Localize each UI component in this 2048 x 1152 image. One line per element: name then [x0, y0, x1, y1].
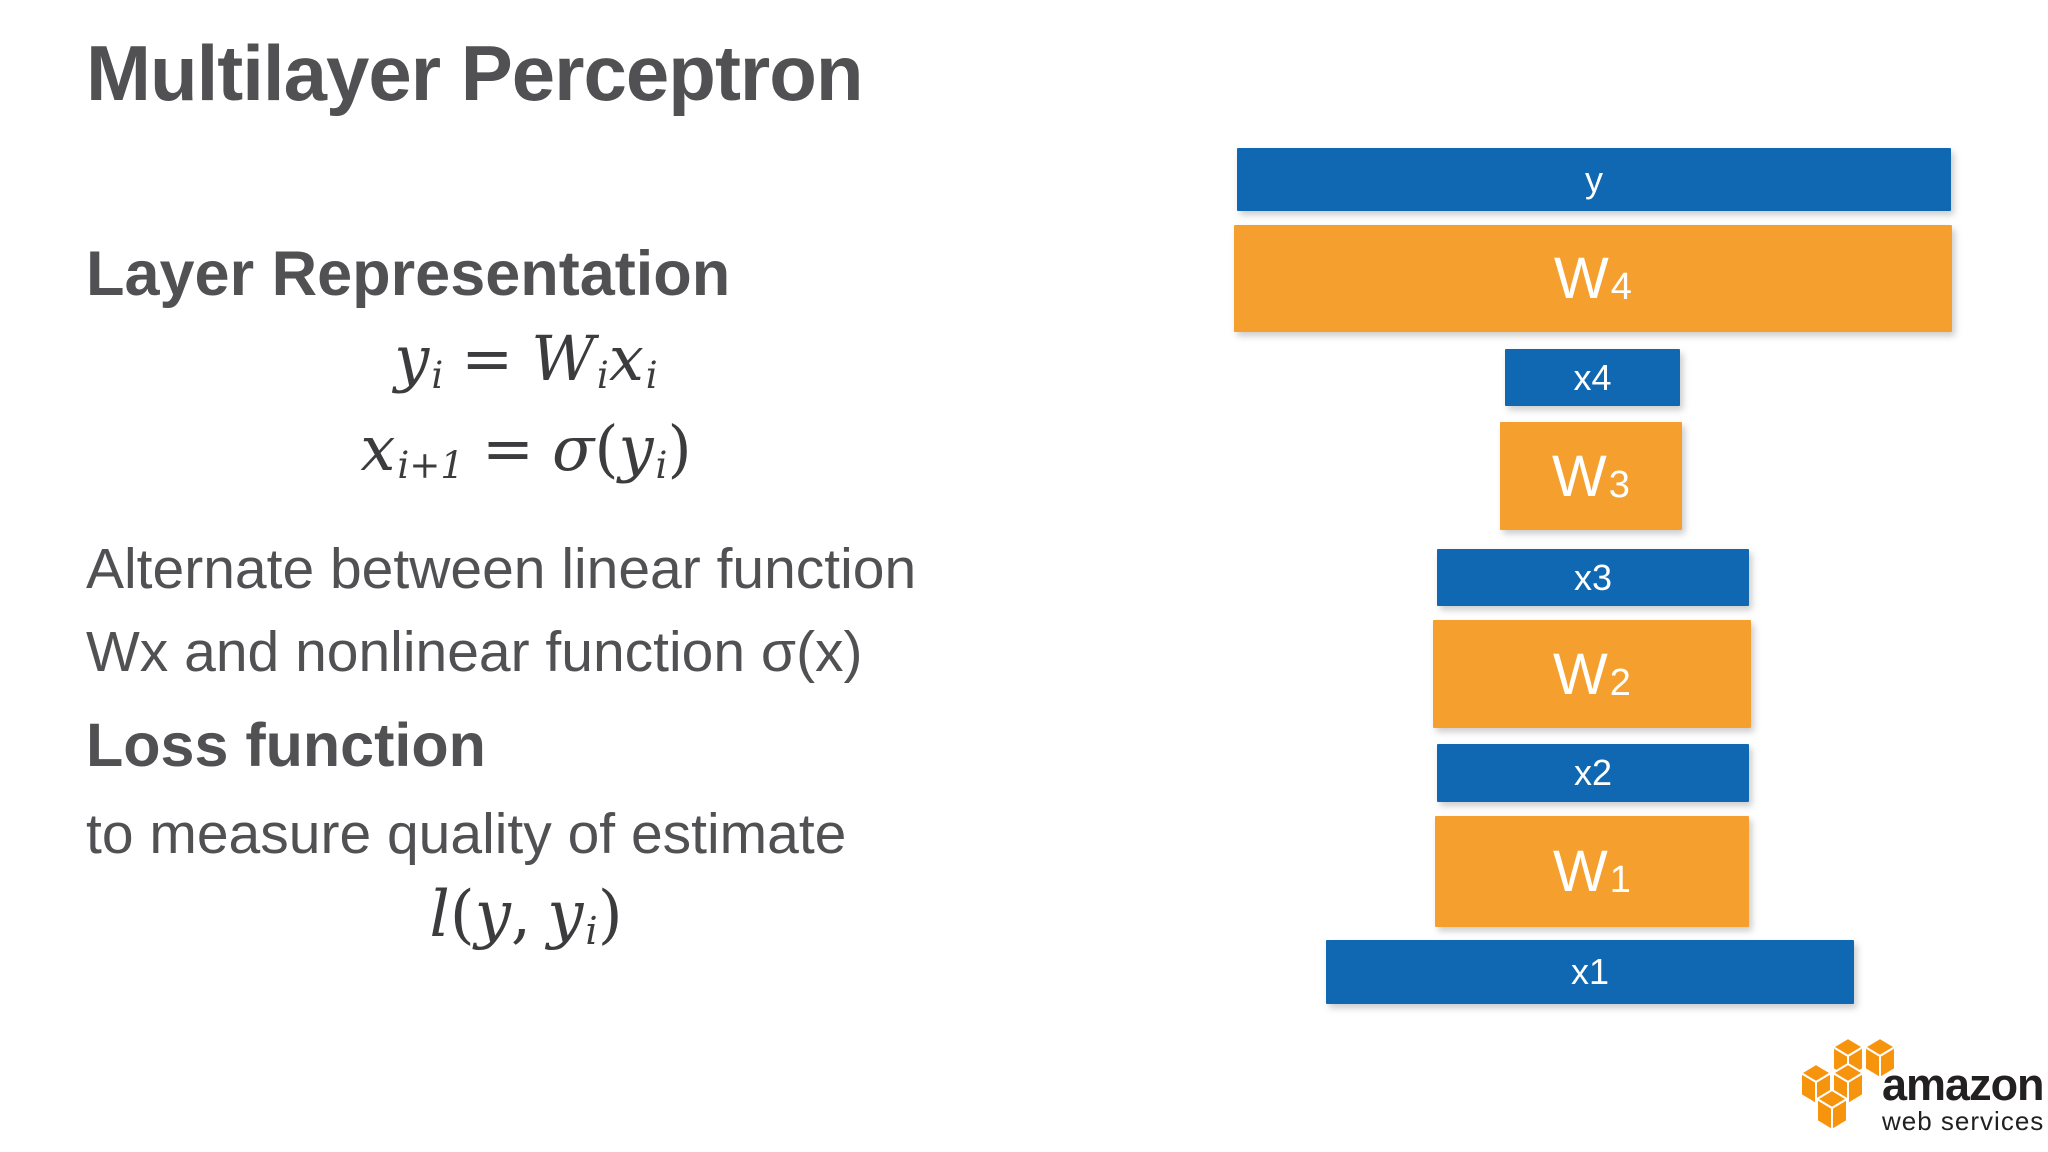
formula-subscript: i+1 — [397, 443, 465, 488]
formula-subscript: i — [431, 353, 444, 398]
formula-subscript: i — [596, 353, 609, 398]
formula-nonlinear: xi+1 = σ(yi) — [86, 412, 966, 487]
formula-var: y — [474, 878, 511, 952]
bar-label: x1 — [1570, 951, 1610, 992]
bar-label: W — [1554, 246, 1609, 311]
bar-x2-activation: x2 — [1437, 744, 1749, 802]
formula-var: y — [394, 322, 430, 395]
formula-var: y — [547, 878, 584, 952]
bar-x1-input: x1 — [1326, 940, 1854, 1004]
bar-label-subscript: 4 — [1610, 266, 1632, 308]
comma-separator: , — [510, 878, 532, 952]
aws-logo: amazon web services — [1796, 1038, 2045, 1136]
bar-label: W — [1553, 641, 1608, 707]
equals-sign: = — [482, 412, 534, 485]
formula-var: x — [608, 322, 644, 395]
bar-x4-activation: x4 — [1505, 349, 1680, 406]
formula-subscript: i — [645, 353, 658, 398]
open-paren: ( — [449, 878, 475, 952]
page-title: Multilayer Perceptron — [86, 29, 864, 117]
aws-brand-name: amazon — [1882, 1059, 2045, 1110]
close-paren: ) — [667, 412, 692, 485]
alternate-note-line1: Alternate between linear function — [86, 537, 917, 601]
loss-function-subheading: to measure quality of estimate — [86, 802, 847, 866]
close-paren: ) — [597, 878, 623, 952]
open-paren: ( — [594, 412, 619, 485]
formula-subscript: i — [585, 909, 598, 955]
bar-label: y — [1585, 158, 1603, 200]
formula-var: x — [360, 412, 396, 485]
bar-y-output: y — [1237, 148, 1951, 211]
bar-label-subscript: 2 — [1609, 661, 1631, 704]
bar-label-subscript: 3 — [1608, 463, 1630, 506]
aws-logo-text: amazon web services — [1882, 1059, 2045, 1136]
bar-label: W — [1553, 839, 1608, 904]
bar-label: W — [1552, 443, 1607, 509]
alternate-note-line2: Wx and nonlinear function σ(x) — [86, 620, 863, 684]
bar-label: x2 — [1573, 752, 1613, 793]
formula-loss: l(y, yi) — [86, 878, 966, 954]
aws-cubes-icon — [1800, 1038, 1896, 1131]
aws-brand-subtext: web services — [1882, 1106, 2045, 1136]
sigma-symbol: σ — [551, 412, 595, 485]
formula-var: y — [618, 412, 654, 485]
formula-subscript: i — [655, 443, 668, 488]
loss-function-heading: Loss function — [86, 711, 486, 779]
formula-var: l — [429, 878, 450, 952]
bar-label: x3 — [1573, 556, 1613, 598]
layer-representation-heading: Layer Representation — [86, 239, 731, 309]
formula-var: W — [531, 322, 595, 395]
bar-label-subscript: 1 — [1609, 859, 1631, 901]
alternate-note: Alternate between linear function Wx and… — [86, 528, 916, 694]
bar-x3-activation: x3 — [1437, 549, 1749, 606]
equals-sign: = — [461, 322, 514, 395]
formula-linear: yi = Wixi — [86, 322, 966, 397]
bar-label: x4 — [1573, 356, 1612, 398]
